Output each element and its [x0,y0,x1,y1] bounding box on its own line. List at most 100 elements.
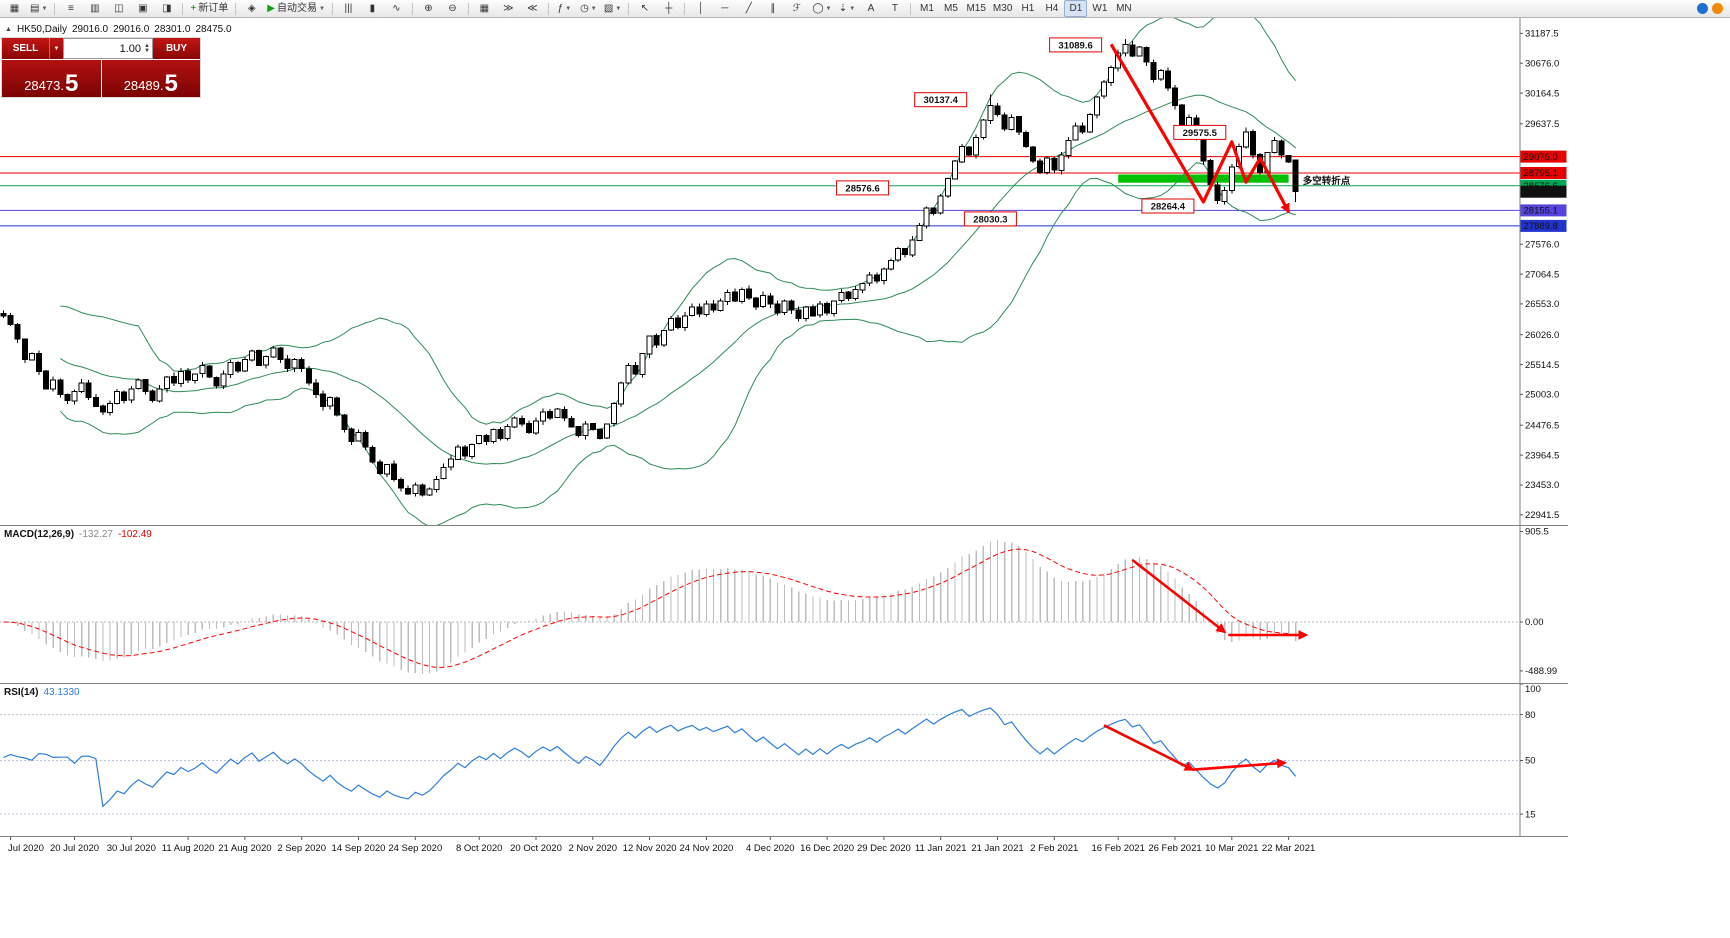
text-label-button[interactable]: T [883,0,906,17]
main-price-chart[interactable]: 31089.6 30137.4 29575.5 28576.6 28264.4 28030… [0,18,1568,526]
periods-button[interactable]: ◷ ▼ [577,0,600,17]
shapes-button[interactable]: ◯ ▼ [809,0,834,17]
main-chart-background [0,18,1568,526]
caret-down-icon: ▼ [590,5,597,12]
trendline-button[interactable]: ╱ [737,0,760,17]
volume-down-icon[interactable]: ▼ [144,47,150,54]
indicators-button[interactable]: ƒ ▼ [553,0,576,17]
price-label-boxes[interactable]: 31089.6 30137.4 29575.5 28576.6 28264.4 28030… [836,37,1227,227]
bars-chart-button[interactable]: ||| [337,0,360,17]
toolbar-separator [547,2,549,15]
auto-scroll-button[interactable]: ≫ [497,0,520,17]
tile-windows-button[interactable]: ▦ [473,0,496,17]
timeframe-w1-button[interactable]: W1 [1088,0,1111,17]
rsi-panel[interactable]: 100 80 50 15 [0,684,1568,837]
timeframe-h4-label: H4 [1045,2,1059,14]
sell-button[interactable]: SELL [2,38,49,59]
volume-stepper[interactable]: ▲ ▼ [144,42,150,54]
crosshair-button[interactable]: ┼ [657,0,680,17]
cursor-button[interactable]: ↖ [633,0,656,17]
ohlc-open: 29016.0 [71,24,109,35]
svg-text:2 Feb 2021: 2 Feb 2021 [1030,843,1078,854]
order-type-dropdown[interactable]: ▼ [49,38,63,59]
timeframe-h4-button[interactable]: H4 [1040,0,1063,17]
svg-text:15: 15 [1525,809,1536,820]
svg-text:28264.4: 28264.4 [1151,202,1186,213]
macd-axis[interactable]: 905.5 0.00 -488.99 [1519,526,1557,684]
timeframe-m1-label: M1 [920,2,934,14]
metaeditor-icon: ◈ [247,2,256,14]
svg-text:21 Aug 2020: 21 Aug 2020 [218,843,271,854]
caret-down-icon: ▼ [565,5,572,12]
horizontal-line-button[interactable]: ─ [713,0,736,17]
chart-shift-button[interactable]: ≪ [521,0,544,17]
line-chart-button[interactable]: ∿ [385,0,408,17]
text-button[interactable]: A [859,0,882,17]
buy-price-main: 28489. [123,78,164,93]
ohlc-close: 28475.0 [195,24,232,35]
svg-text:8 Oct 2020: 8 Oct 2020 [456,843,502,854]
line-chart-icon: ∿ [392,2,401,14]
support-zone-rectangle[interactable] [1118,174,1289,183]
community-icon-button[interactable] [1697,3,1708,14]
svg-text:905.5: 905.5 [1525,527,1549,538]
shapes-icon: ◯ [812,2,824,14]
price-axis[interactable]: 31187.5 30676.0 30164.5 29637.5 27576.0 27064… [1519,18,1567,526]
notifications-icon-button[interactable] [1712,3,1723,14]
buy-price-big-digit: 5 [164,70,178,97]
zoom-in-button[interactable]: ⊕ [417,0,440,17]
profiles-button[interactable]: ▤ ▼ [27,0,50,17]
timeframe-d1-button[interactable]: D1 [1064,0,1088,17]
main-toolbar: ▦ ▤ ▼ ≡ ▥ ◫ ▣ ◨ + 新订单 ◈ ▶ 自动交易 ▼ ||| ▮ ∿ ⊕ ⊖ ▦ ≫ ≪ ƒ ▼ ◷ ▼ ▧ ▼ ↖ ┼ │ ─ ╱… [0,0,1730,18]
time-axis-labels[interactable]: Jul 2020 20 Jul 2020 30 Jul 2020 11 Aug 202… [8,837,1315,854]
svg-text:16 Dec 2020: 16 Dec 2020 [800,843,854,854]
volume-up-icon[interactable]: ▲ [144,42,150,49]
new-chart-button[interactable]: ▦ [3,0,26,17]
arrows-button[interactable]: ⇣ ▼ [835,0,858,17]
timeframe-m30-button[interactable]: M30 [990,0,1015,17]
svg-text:29076.0: 29076.0 [1524,152,1558,163]
macd-value-signal: -102.49 [117,529,152,540]
buy-price[interactable]: 28489. 5 [101,60,200,97]
terminal-button[interactable]: ▣ [131,0,154,17]
svg-text:Jul 2020: Jul 2020 [8,843,44,854]
strategy-tester-button[interactable]: ◨ [155,0,178,17]
timeframe-m30-label: M30 [992,2,1013,14]
buy-button[interactable]: BUY [153,38,200,59]
sell-price[interactable]: 28473. 5 [2,60,101,97]
svg-text:30164.5: 30164.5 [1525,88,1559,99]
timeframe-h1-button[interactable]: H1 [1016,0,1039,17]
market-watch-button[interactable]: ≡ [59,0,82,17]
equidistant-channel-button[interactable]: ∥ [761,0,784,17]
svg-text:24476.5: 24476.5 [1525,420,1559,431]
svg-text:20 Oct 2020: 20 Oct 2020 [510,843,562,854]
bollinger-bands[interactable] [59,18,1297,526]
data-window-button[interactable]: ▥ [83,0,106,17]
new-order-button[interactable]: + 新订单 [187,0,231,17]
fibonacci-button[interactable]: ℱ [785,0,808,17]
vertical-line-button[interactable]: │ [689,0,712,17]
volume-input[interactable]: 1.00 ▲ ▼ [63,38,153,59]
macd-trend-arrow-1[interactable] [1131,558,1227,634]
templates-button[interactable]: ▧ ▼ [601,0,624,17]
zoom-out-button[interactable]: ⊖ [441,0,464,17]
macd-panel[interactable]: 905.5 0.00 -488.99 [0,526,1568,684]
rsi-axis[interactable]: 100 80 50 15 [1519,684,1541,837]
navigator-button[interactable]: ◫ [107,0,130,17]
svg-text:31089.6: 31089.6 [1058,40,1092,51]
metaeditor-button[interactable]: ◈ [240,0,263,17]
svg-text:23453.0: 23453.0 [1525,480,1559,491]
candlestick-chart-button[interactable]: ▮ [361,0,384,17]
timeframe-m1-button[interactable]: M1 [915,0,938,17]
trend-arrow-annotation[interactable] [1109,43,1291,214]
time-axis[interactable]: Jul 2020 20 Jul 2020 30 Jul 2020 11 Aug 202… [0,837,1568,859]
rsi-trend-arrow-1[interactable] [1103,724,1195,771]
svg-text:16 Feb 2021: 16 Feb 2021 [1092,843,1145,854]
timeframe-m15-button[interactable]: M15 [963,0,988,17]
rsi-label: RSI(14) 43.1330 [4,687,80,698]
bull-bear-turning-point-label[interactable]: 多空转折点 [1303,175,1351,187]
timeframe-mn-button[interactable]: MN [1112,0,1135,17]
auto-trading-button[interactable]: ▶ 自动交易 ▼ [264,0,328,17]
rsi-trend-arrow-2[interactable] [1192,758,1287,771]
timeframe-m5-button[interactable]: M5 [939,0,962,17]
